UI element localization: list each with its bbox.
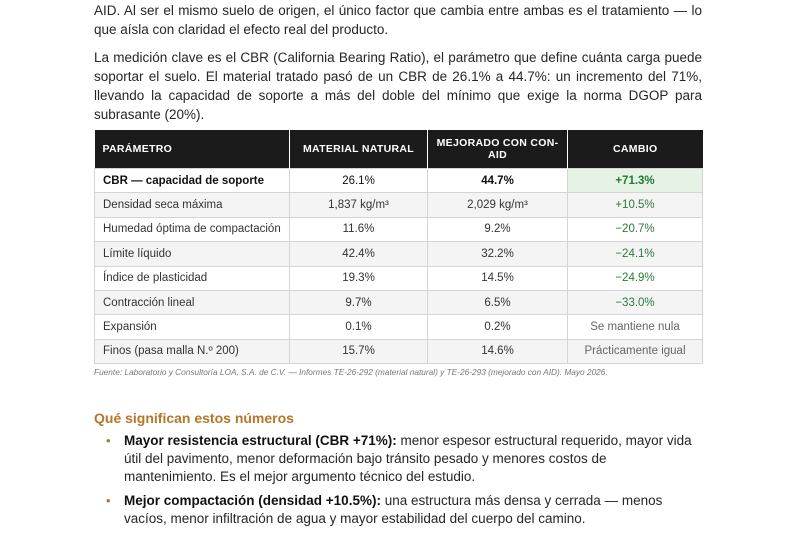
cell-change: +71.3%: [567, 167, 703, 194]
section-heading: Qué significan estos números: [94, 410, 294, 426]
table-row: Expansión 0.1% 0.2% Se mantiene nula: [94, 314, 703, 340]
table-row: Humedad óptima de compactación 11.6% 9.2…: [94, 216, 703, 243]
bullet-list: • Mayor resistencia estructural (CBR +71…: [94, 432, 702, 534]
table-source-note: Fuente: Laboratorio y Consultoría LOA, S…: [94, 367, 608, 377]
table-header-row: PARÁMETRO MATERIAL NATURAL MEJORADO CON …: [94, 130, 703, 169]
cell-change: −24.9%: [567, 265, 703, 291]
header-improved: MEJORADO CON CON-AID: [427, 130, 568, 169]
cell-improved: 32.2%: [427, 241, 568, 267]
cell-improved: 6.5%: [427, 289, 568, 316]
list-item: • Mejor compactación (densidad +10.5%): …: [94, 492, 702, 528]
table-row: Índice de plasticidad 19.3% 14.5% −24.9%: [94, 265, 703, 291]
bullet-bold: Mejor compactación (densidad +10.5%):: [124, 493, 381, 508]
header-natural: MATERIAL NATURAL: [289, 130, 428, 169]
table-row: Finos (pasa malla N.º 200) 15.7% 14.6% P…: [94, 338, 703, 365]
cell-natural: 1,837 kg/m³: [289, 192, 428, 218]
header-parameter: PARÁMETRO: [94, 130, 290, 169]
bullet-bold: Mayor resistencia estructural (CBR +71%)…: [124, 433, 397, 448]
bullet-icon: •: [106, 493, 111, 508]
cell-parameter: CBR — capacidad de soporte: [94, 167, 290, 194]
cell-natural: 42.4%: [289, 241, 428, 267]
cell-improved: 14.5%: [427, 265, 568, 291]
cell-change: −24.1%: [567, 241, 703, 267]
cell-parameter: Finos (pasa malla N.º 200): [94, 338, 290, 365]
cell-natural: 19.3%: [289, 265, 428, 291]
cell-natural: 11.6%: [289, 216, 428, 243]
cell-natural: 9.7%: [289, 289, 428, 316]
bullet-icon: •: [106, 433, 111, 448]
results-table: PARÁMETRO MATERIAL NATURAL MEJORADO CON …: [94, 130, 703, 365]
cell-parameter: Índice de plasticidad: [94, 265, 290, 291]
table-row: Límite líquido 42.4% 32.2% −24.1%: [94, 241, 703, 267]
cell-change: Prácticamente igual: [567, 338, 703, 365]
list-item: • Mayor resistencia estructural (CBR +71…: [94, 432, 702, 486]
header-change: CAMBIO: [567, 130, 703, 169]
cell-improved: 9.2%: [427, 216, 568, 243]
cell-improved: 14.6%: [427, 338, 568, 365]
cell-change: −33.0%: [567, 289, 703, 316]
cell-natural: 26.1%: [289, 167, 428, 194]
intro-paragraph-1: AID. Al ser el mismo suelo de origen, el…: [94, 3, 702, 37]
cell-natural: 0.1%: [289, 314, 428, 340]
cell-change: −20.7%: [567, 216, 703, 243]
cell-parameter: Límite líquido: [94, 241, 290, 267]
table-row: CBR — capacidad de soporte 26.1% 44.7% +…: [94, 167, 703, 194]
bullet-text: menor espesor estructural requerido, may…: [124, 433, 692, 484]
cell-improved: 2,029 kg/m³: [427, 192, 568, 218]
cell-parameter: Densidad seca máxima: [94, 192, 290, 218]
bullet-text: una estructura más densa y cerrada — men…: [124, 493, 663, 526]
cell-natural: 15.7%: [289, 338, 428, 365]
table-row: Densidad seca máxima 1,837 kg/m³ 2,029 k…: [94, 192, 703, 218]
table-row: Contracción lineal 9.7% 6.5% −33.0%: [94, 289, 703, 316]
cell-improved: 44.7%: [427, 167, 568, 194]
cell-change: Se mantiene nula: [567, 314, 703, 340]
intro-paragraph-2: La medición clave es el CBR (California …: [94, 50, 702, 122]
cell-parameter: Contracción lineal: [94, 289, 290, 316]
cell-change: +10.5%: [567, 192, 703, 218]
cell-improved: 0.2%: [427, 314, 568, 340]
cell-parameter: Humedad óptima de compactación: [94, 216, 290, 243]
cell-parameter: Expansión: [94, 314, 290, 340]
